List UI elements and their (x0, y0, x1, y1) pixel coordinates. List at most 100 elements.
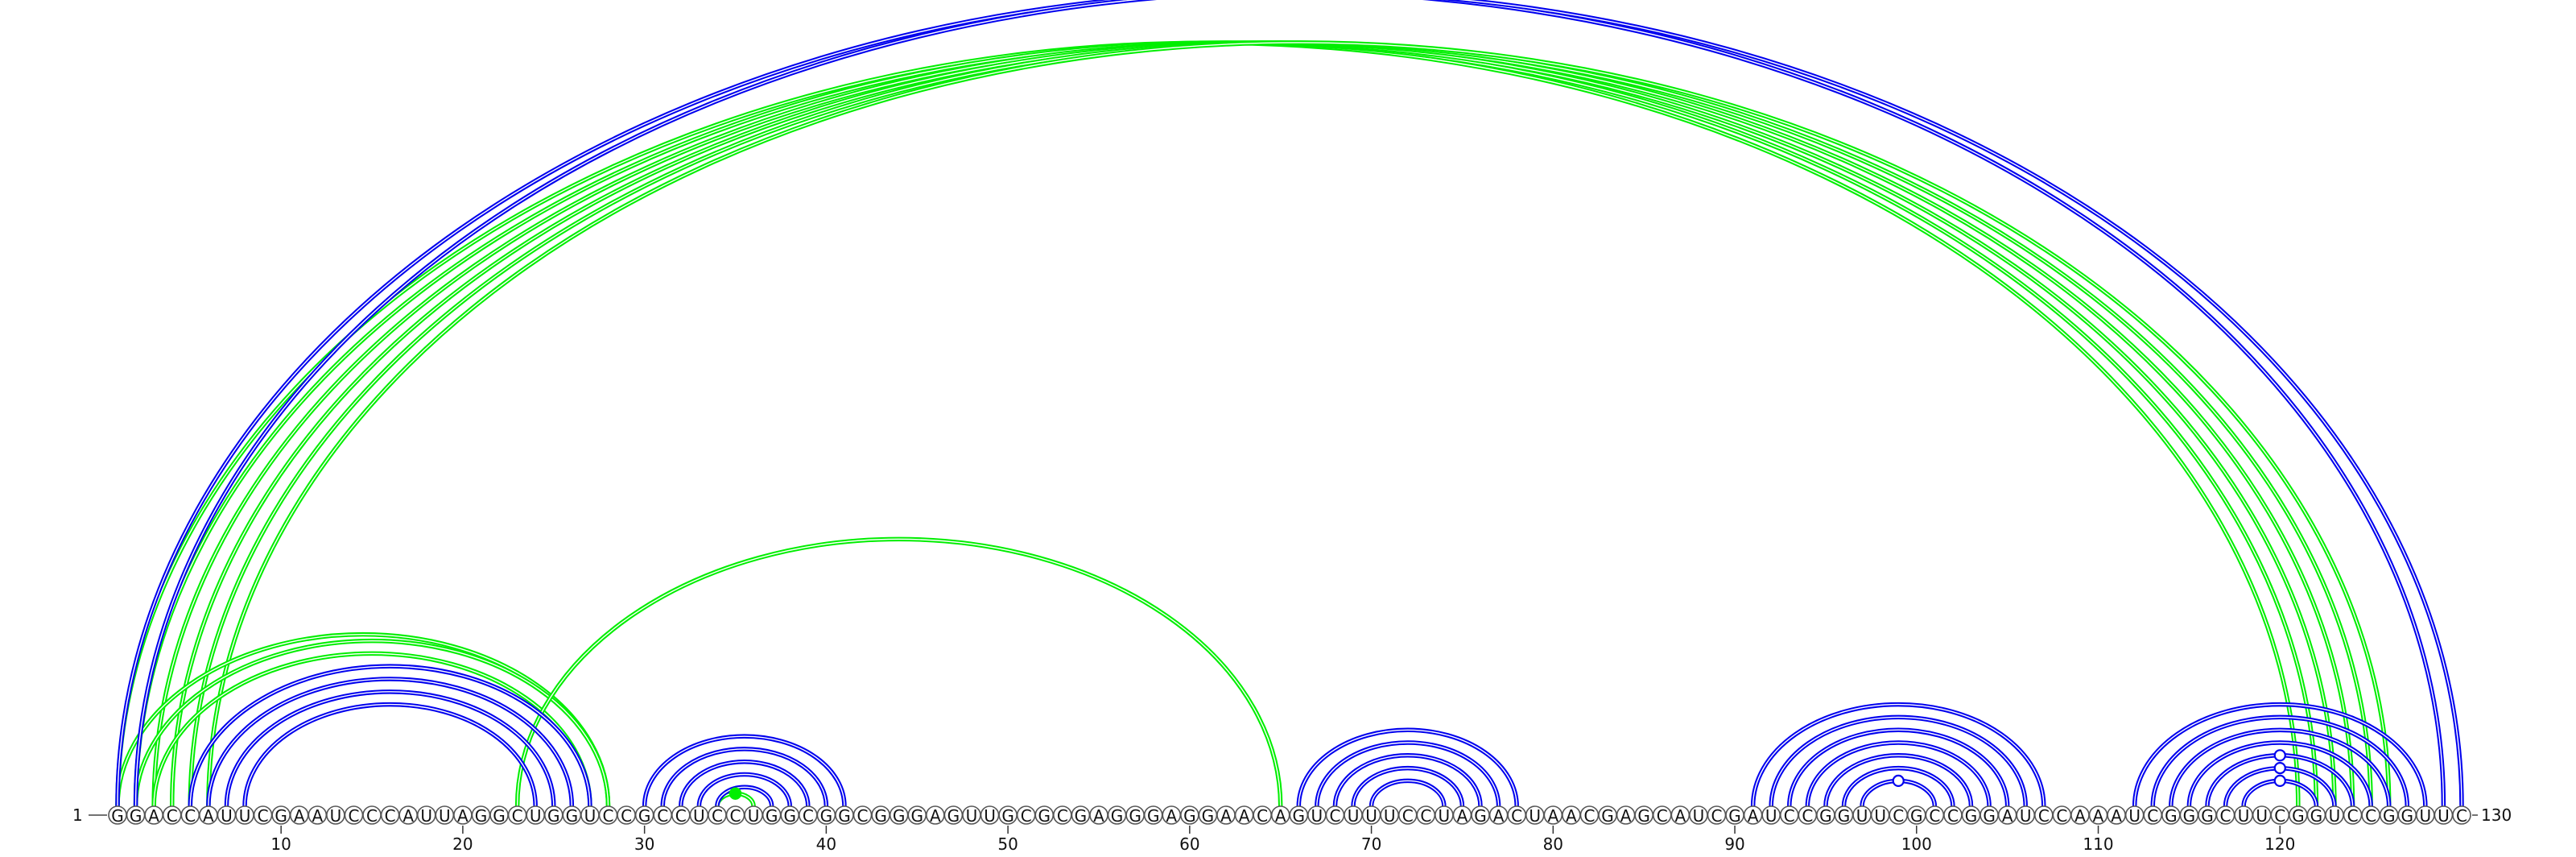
nucleotide-label: G (766, 806, 778, 826)
nucleotide-label: G (1601, 806, 1614, 826)
primary-arc-inner (1752, 703, 2045, 807)
arc-marker-open (2273, 774, 2286, 787)
nucleotide-label: C (2147, 806, 2158, 826)
nucleotide-label: U (1874, 806, 1886, 826)
tick-label: 50 (997, 834, 1018, 854)
nucleotide-label: C (366, 806, 378, 826)
primary-arc-inner (1843, 768, 1954, 807)
arc-marker-open (1892, 774, 1905, 787)
tick-label: 90 (1724, 834, 1744, 854)
nucleotide-label: A (1457, 806, 1468, 826)
tick-label: 60 (1179, 834, 1199, 854)
nucleotide-label: G (2383, 806, 2396, 826)
nucleotide-label: G (2401, 806, 2414, 826)
nucleotide-label: G (2183, 806, 2196, 826)
nucleotide-label: U (2420, 806, 2432, 826)
nucleotide-label: U (530, 806, 542, 826)
nucleotide-label: C (1057, 806, 1068, 826)
nucleotide-label: U (439, 806, 451, 826)
primary-arc-inner (189, 665, 591, 807)
primary-arc-inner (134, 0, 2462, 807)
primary-arc-inner (1370, 780, 1445, 807)
primary-arc-inner (698, 773, 791, 807)
primary-arc-inner (225, 691, 555, 807)
secondary-arc-inner (134, 640, 609, 807)
nucleotide-label: C (258, 806, 269, 826)
nucleotide-label: G (1202, 806, 1215, 826)
nucleotide-label: A (1093, 806, 1104, 826)
nucleotide-label: G (1075, 806, 1088, 826)
nucleotide-label: U (2020, 806, 2032, 826)
primary-arc-inner (1770, 717, 2026, 807)
nucleotide-label: G (1728, 806, 1741, 826)
primary-arc (115, 0, 2446, 807)
nucleotide-label: G (493, 806, 506, 826)
tick-label: 10 (270, 834, 291, 854)
primary-arc-inner (1806, 742, 1990, 807)
nucleotide-label: G (820, 806, 833, 826)
nucleotide-label: C (184, 806, 196, 826)
nucleotide-label: U (1765, 806, 1777, 826)
nucleotide-label: G (893, 806, 906, 826)
tick-label: 110 (2083, 834, 2113, 854)
nucleotide-label: A (312, 806, 323, 826)
nucleotide-label: U (2238, 806, 2250, 826)
nucleotide-label: C (2456, 806, 2467, 826)
nucleotide-label: A (1547, 806, 1558, 826)
nucleotide-label: C (1657, 806, 1668, 826)
arc-marker-filled (729, 787, 742, 800)
primary-arc (696, 772, 792, 807)
nucleotide-label: C (1802, 806, 1813, 826)
primary-arc (1368, 778, 1447, 807)
nucleotide-label: G (783, 806, 796, 826)
nucleotide-label: A (1566, 806, 1577, 826)
nucleotide-label: A (148, 806, 159, 826)
nucleotide-label: C (1021, 806, 1032, 826)
nucleotide-label: C (1402, 806, 1414, 826)
nucleotide-label: A (1674, 806, 1686, 826)
nucleotide-label: U (984, 806, 996, 826)
primary-arc (1841, 766, 1955, 807)
nucleotide-label: C (1329, 806, 1340, 826)
nucleotide-label: C (1893, 806, 1904, 826)
nucleotide-label: G (1474, 806, 1487, 826)
primary-arc-inner (716, 786, 773, 807)
nucleotide-label: C (1583, 806, 1595, 826)
nucleotide-label: A (457, 806, 469, 826)
secondary-arc (115, 40, 2301, 807)
nucleotide-label: C (712, 806, 723, 826)
nucleotide-label: C (2220, 806, 2231, 826)
primary-arc-inner (2152, 717, 2408, 807)
nucleotide-label: C (2056, 806, 2067, 826)
nucleotide-label: A (203, 806, 214, 826)
nucleotide-label: G (1637, 806, 1650, 826)
primary-arc (1315, 740, 1501, 807)
nucleotide-label: C (2274, 806, 2285, 826)
primary-arc (242, 702, 538, 807)
nucleotide-label: U (584, 806, 597, 826)
nucleotide-label: A (1166, 806, 1177, 826)
nucleotide-label: G (566, 806, 579, 826)
nucleotide-label: U (1529, 806, 1541, 826)
nucleotide-label: C (348, 806, 359, 826)
nucleotide-label: G (547, 806, 560, 826)
primary-arc (660, 747, 829, 807)
secondary-arc-inner (208, 42, 2390, 807)
nucleotide-label: G (475, 806, 488, 826)
primary-arc (1351, 766, 1465, 807)
nucleotide-label: G (910, 806, 923, 826)
nucleotide-label: G (1965, 806, 1978, 826)
nucleotide-label: U (2329, 806, 2341, 826)
tick-label: 100 (1901, 834, 1932, 854)
nucleotide-label: A (2002, 806, 2013, 826)
nucleotide-label: C (512, 806, 523, 826)
nucleotide-label: G (1111, 806, 1124, 826)
nucleotide-label: U (1311, 806, 1323, 826)
nucleotide-label: C (803, 806, 814, 826)
primary-arc-inner (117, 0, 2445, 807)
nucleotide-label: U (1348, 806, 1360, 826)
nucleotide-label: U (1856, 806, 1868, 826)
nucleotide-label: A (930, 806, 941, 826)
primary-arc-inner (2170, 729, 2390, 807)
